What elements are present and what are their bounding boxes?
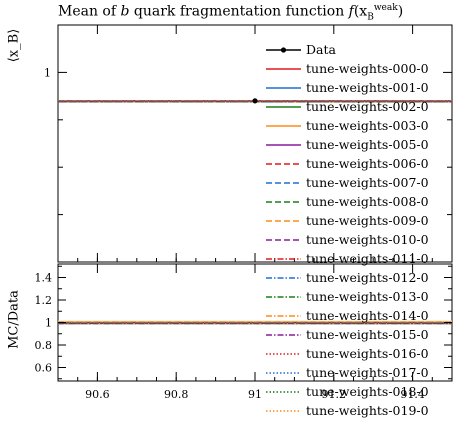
x-tick-label: 91	[248, 388, 262, 401]
legend-label: tune-weights-011-0	[306, 251, 429, 266]
ratio-y-tick-label: 0.6	[35, 362, 53, 375]
legend-label: tune-weights-010-0	[306, 232, 429, 247]
legend-label: tune-weights-016-0	[306, 346, 429, 361]
legend-label: tune-weights-006-0	[306, 156, 429, 171]
legend-label: tune-weights-002-0	[306, 99, 429, 114]
main-y-tick-label: 1	[44, 66, 51, 79]
x-tick-label: 91.2	[322, 388, 347, 401]
legend-label: tune-weights-019-0	[306, 403, 429, 418]
ratio-y-tick-label: 1.2	[35, 294, 53, 307]
data-point	[252, 98, 258, 104]
legend-label: tune-weights-017-0	[306, 365, 429, 380]
ratio-y-tick-label: 0.8	[35, 339, 53, 352]
legend-label: tune-weights-000-0	[306, 61, 429, 76]
legend-label: tune-weights-003-0	[306, 118, 429, 133]
legend-label: tune-weights-008-0	[306, 194, 429, 209]
legend-label: tune-weights-015-0	[306, 327, 429, 342]
legend-label: tune-weights-014-0	[306, 308, 429, 323]
legend-label: tune-weights-018-0	[306, 384, 429, 399]
x-tick-label: 90.8	[164, 388, 189, 401]
x-tick-label: 90.6	[85, 388, 110, 401]
ratio-y-tick-label: 1	[45, 317, 52, 330]
legend-label: tune-weights-009-0	[306, 213, 429, 228]
x-tick-label: 91.4	[400, 388, 425, 401]
chart-title: Mean of b quark fragmentation function f…	[58, 3, 404, 23]
legend-marker-data-point	[280, 47, 287, 53]
legend-label: tune-weights-013-0	[306, 289, 429, 304]
legend-label: Data	[306, 42, 336, 57]
legend-label: tune-weights-012-0	[306, 270, 429, 285]
ratio-y-tick-label: 1.4	[35, 272, 53, 285]
legend-label: tune-weights-007-0	[306, 175, 429, 190]
legend-label: tune-weights-005-0	[306, 137, 429, 152]
legend-label: tune-weights-001-0	[306, 80, 429, 95]
